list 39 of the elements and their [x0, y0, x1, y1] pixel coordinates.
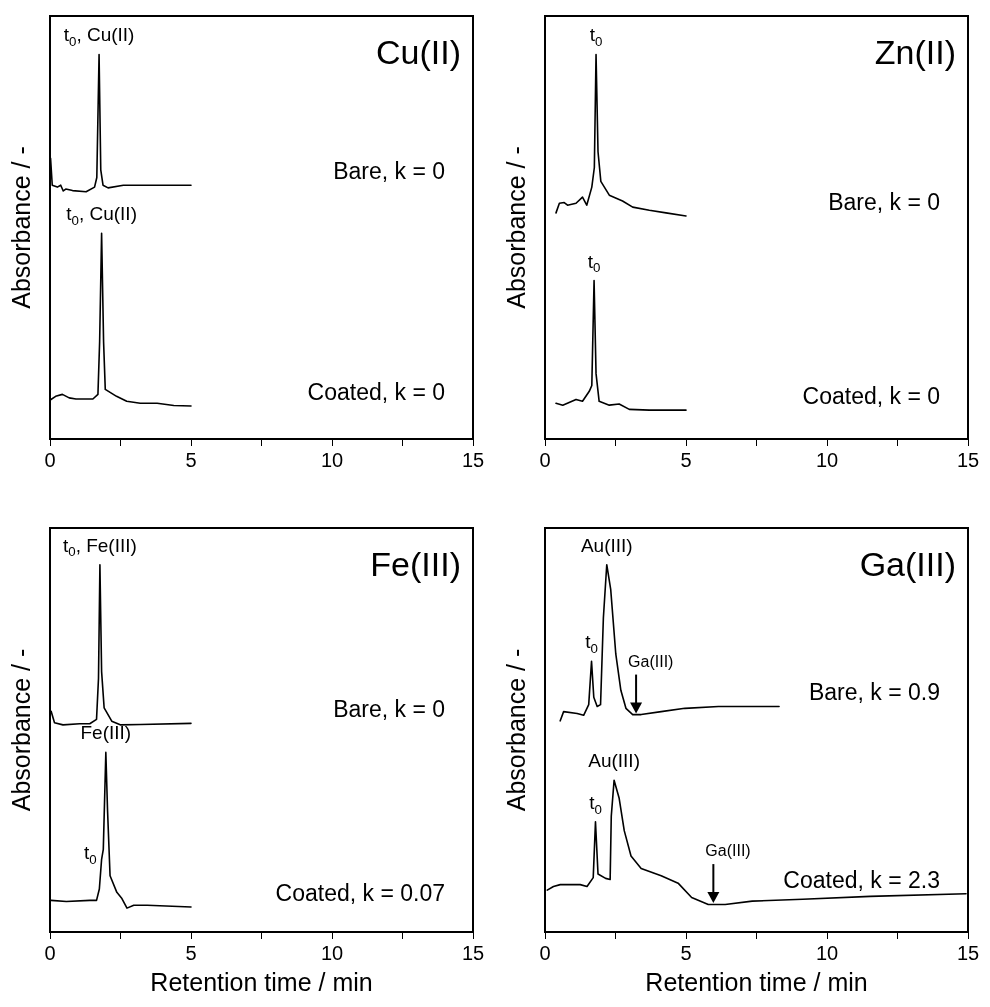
chart-title: Zn(II): [874, 33, 956, 71]
annotation: Au(III): [588, 750, 640, 772]
text: Coated, k = 0.07: [275, 880, 446, 907]
annotation: Au(III): [580, 534, 633, 556]
x-tick-label: 0: [44, 448, 56, 471]
x-tick-label: 15: [461, 448, 485, 471]
x-tick-label: 5: [185, 448, 197, 471]
x-tick-label: 0: [539, 941, 551, 964]
x-tick-label: 15: [461, 941, 485, 964]
chart-title: Ga(III): [859, 545, 956, 583]
y-axis-title: Absorbance / -: [6, 648, 35, 812]
annotation: Fe(III): [80, 722, 132, 744]
x-tick-label: 0: [539, 448, 551, 471]
x-tick-label: 0: [44, 941, 56, 964]
y-axis-title: Absorbance / -: [6, 146, 35, 309]
annotation: Ga(III): [628, 652, 674, 670]
annotation: Ga(III): [705, 842, 751, 860]
x-tick-label: 10: [815, 941, 839, 964]
y-axis-title: Absorbance / -: [501, 146, 530, 309]
x-tick-label: 15: [956, 941, 980, 964]
x-axis-title: Retention time / min: [150, 967, 373, 996]
series-label: Coated, k = 2.3: [783, 866, 941, 893]
x-tick-label: 10: [320, 448, 344, 471]
text: Bare, k = 0: [333, 696, 446, 723]
text: Coated, k = 0: [307, 378, 445, 405]
x-tick-label: 10: [320, 941, 344, 964]
x-tick-label: 5: [680, 448, 692, 471]
text: Bare, k = 0: [333, 158, 446, 185]
text: Bare, k = 0: [828, 188, 941, 215]
x-tick-label: 5: [680, 941, 692, 964]
x-tick-label: 5: [185, 941, 197, 964]
x-tick-label: 15: [956, 448, 980, 471]
x-tick-label: 10: [815, 448, 839, 471]
y-axis-title: Absorbance / -: [501, 648, 530, 812]
chart-title: Cu(II): [376, 33, 461, 71]
x-axis-title: Retention time / min: [645, 967, 868, 996]
series-label: Bare, k = 0.9: [808, 679, 941, 706]
chart-title: Fe(III): [370, 545, 462, 583]
text: Coated, k = 0: [802, 383, 940, 410]
